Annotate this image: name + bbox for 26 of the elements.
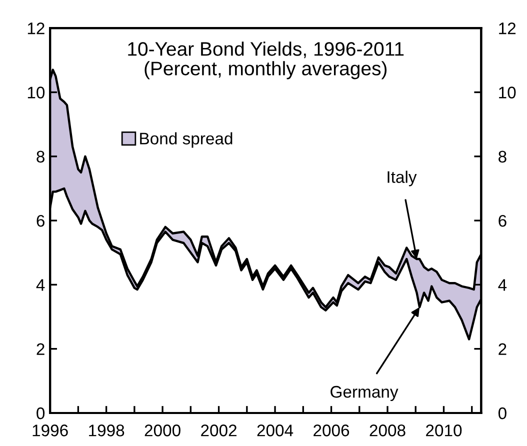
- y2-tick-label: 10: [499, 86, 516, 98]
- y2-tick-label: 0: [498, 407, 506, 420]
- y-tick-label: 2: [36, 343, 44, 355]
- y2-tick-label: 6: [498, 214, 506, 227]
- x-tick-label: 2006: [314, 424, 350, 436]
- y-tick-label: 6: [36, 214, 44, 227]
- text: 10-Year Bond Yields, 1996-2011 (Percent, monthly averages): [128, 42, 404, 80]
- y-tick-label: 10: [28, 86, 45, 98]
- y2-tick-label: 2: [498, 343, 506, 355]
- x-tick-label: 1996: [32, 424, 68, 436]
- legend-label: Bond spread: [140, 132, 232, 148]
- annotation: Germany: [330, 386, 398, 402]
- y2-tick-label: 12: [499, 22, 516, 34]
- x-tick-label: 1998: [89, 424, 124, 436]
- x-tick-label: 2008: [370, 424, 406, 436]
- x-tick-label: 2010: [426, 424, 462, 436]
- annotation: Italy: [388, 170, 417, 186]
- y-tick-label: 4: [36, 279, 45, 291]
- x-tick-label: 2000: [144, 424, 180, 436]
- y2-tick-label: 8: [498, 150, 506, 163]
- x-tick-label: 2002: [201, 424, 236, 436]
- y2-tick-label: 4: [498, 279, 507, 291]
- x-tick-label: 2004: [257, 424, 294, 436]
- y-tick-label: 12: [28, 22, 44, 34]
- y-tick-label: 8: [36, 150, 44, 163]
- y-tick-label: 0: [36, 407, 45, 420]
